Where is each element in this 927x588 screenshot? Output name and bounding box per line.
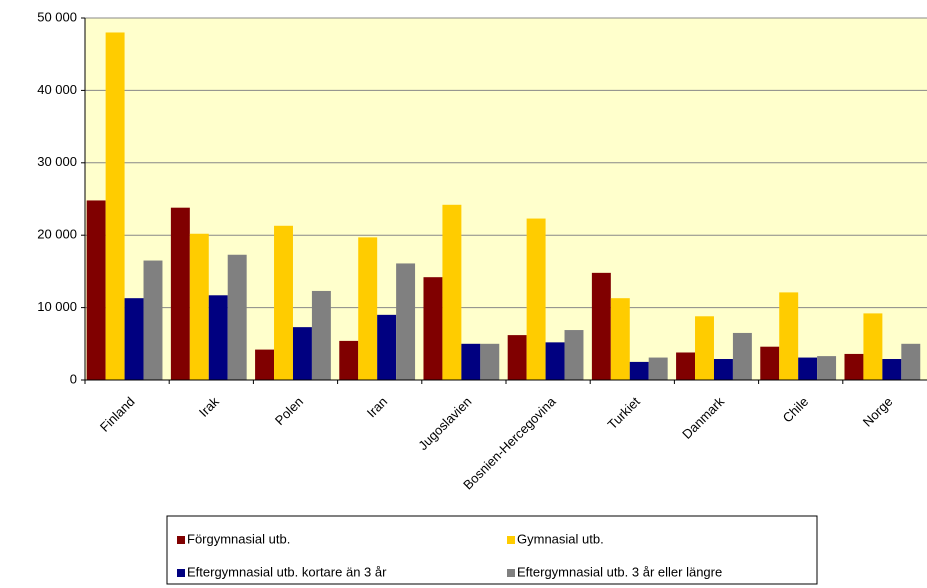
x-tick-label: Jugoslavien bbox=[415, 394, 474, 453]
bar bbox=[480, 343, 500, 380]
bar bbox=[844, 353, 864, 380]
y-tick-label: 50 000 bbox=[37, 9, 77, 24]
bar bbox=[760, 346, 780, 380]
bar bbox=[629, 361, 649, 380]
legend-label: Eftergymnasial utb. 3 år eller längre bbox=[517, 564, 722, 579]
bar bbox=[863, 313, 883, 380]
bar bbox=[105, 32, 125, 380]
y-tick-label: 0 bbox=[70, 371, 77, 386]
x-tick-label: Danmark bbox=[679, 394, 727, 442]
y-tick-label: 40 000 bbox=[37, 82, 77, 97]
bar bbox=[591, 272, 611, 380]
bar bbox=[143, 260, 163, 380]
y-tick-label: 30 000 bbox=[37, 154, 77, 169]
bar bbox=[86, 200, 106, 380]
bar bbox=[564, 330, 584, 380]
bar bbox=[274, 225, 293, 380]
bar bbox=[339, 340, 359, 380]
bar bbox=[396, 263, 416, 380]
bar bbox=[695, 316, 714, 380]
bar bbox=[798, 357, 818, 380]
bar bbox=[676, 352, 696, 380]
bar bbox=[292, 327, 312, 380]
bar bbox=[208, 295, 228, 380]
x-tick-label: Finland bbox=[97, 394, 138, 435]
bar bbox=[377, 314, 397, 380]
x-tick-label: Norge bbox=[860, 394, 896, 430]
bar bbox=[545, 342, 565, 380]
legend bbox=[166, 515, 818, 585]
bar bbox=[648, 357, 668, 380]
x-tick-label: Iran bbox=[364, 394, 390, 420]
y-tick-label: 10 000 bbox=[37, 299, 77, 314]
bar bbox=[189, 233, 209, 380]
bar bbox=[124, 298, 144, 380]
legend-swatch bbox=[177, 569, 185, 577]
bar bbox=[358, 237, 378, 380]
bar bbox=[227, 254, 247, 380]
legend-label: Gymnasial utb. bbox=[517, 531, 604, 546]
y-tick-label: 20 000 bbox=[37, 227, 77, 242]
x-tick-label: Turkiet bbox=[604, 394, 643, 433]
legend-swatch bbox=[177, 536, 185, 544]
x-tick-label: Chile bbox=[780, 394, 812, 426]
bar bbox=[779, 292, 799, 380]
x-tick-label: Irak bbox=[196, 394, 222, 420]
bar bbox=[507, 335, 527, 380]
legend-label: Förgymnasial utb. bbox=[187, 531, 290, 546]
legend-label: Eftergymnasial utb. kortare än 3 år bbox=[187, 564, 387, 579]
bar bbox=[255, 349, 275, 380]
bar bbox=[817, 356, 837, 380]
legend-swatch bbox=[507, 569, 515, 577]
legend-swatch bbox=[507, 536, 515, 544]
bar bbox=[442, 204, 462, 380]
bar bbox=[170, 207, 190, 380]
bar bbox=[461, 343, 481, 380]
bar bbox=[610, 298, 630, 380]
bar bbox=[732, 332, 752, 380]
bar bbox=[901, 343, 921, 380]
x-tick-label: Polen bbox=[272, 394, 306, 428]
bar bbox=[713, 359, 733, 380]
bar bbox=[882, 359, 902, 380]
x-tick-label: Bosnien-Hercegovina bbox=[460, 393, 559, 492]
bar bbox=[311, 290, 331, 380]
bar bbox=[526, 218, 546, 380]
bar bbox=[423, 277, 443, 380]
